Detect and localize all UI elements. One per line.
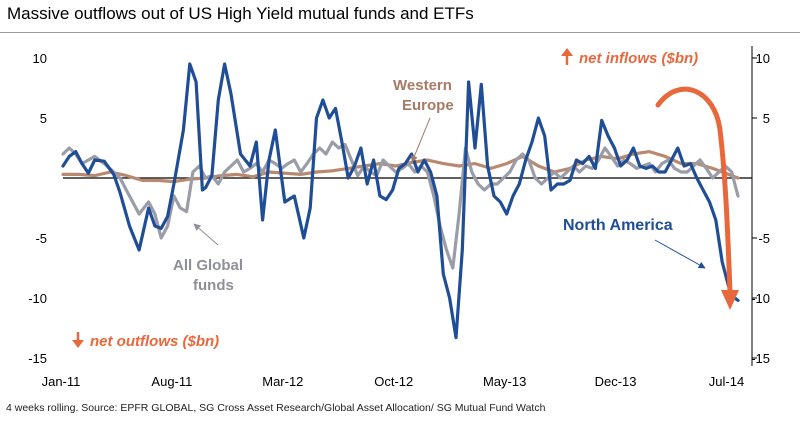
- series-line-all-global: [61, 140, 740, 270]
- down-arrow-icon: [72, 332, 84, 348]
- title-divider: [0, 32, 800, 33]
- y-tick-right: -10: [751, 291, 770, 306]
- y-tick-left: 10: [33, 51, 47, 66]
- north-america-label: North America: [563, 217, 673, 234]
- series-line-north-america: [61, 62, 740, 340]
- y-tick-right: 10: [756, 51, 770, 66]
- chart-title: Massive outflows out of US High Yield mu…: [7, 4, 474, 23]
- western-europe-label-line-1: Western: [393, 77, 452, 94]
- y-tick-left: -5: [35, 231, 47, 246]
- axes: 10 10 5 5 -5 -5 -10 -10 -15 -15 Jan-11 Aug-11 Mar-12…: [28, 46, 770, 389]
- y-tick-right: 5: [763, 111, 770, 126]
- y-tick-left: -15: [28, 351, 47, 366]
- y-tick-right: -5: [758, 231, 770, 246]
- y-tick-left: 5: [40, 111, 47, 126]
- up-arrow-icon: [561, 48, 573, 65]
- big-outflow-arrowhead-icon: [721, 290, 739, 310]
- north-america-label-pointer: [654, 239, 706, 269]
- all-global-label-pointer: [193, 223, 219, 246]
- western-europe-label-line-2: Europe: [402, 97, 454, 114]
- x-tick-label: Jan-11: [42, 374, 81, 389]
- big-outflow-arrow-icon: [655, 86, 733, 295]
- all-global-label-line-1: All Global: [173, 257, 243, 274]
- x-tick-label: May-13: [483, 374, 526, 389]
- x-tick-label: Dec-13: [595, 374, 637, 389]
- line-chart: 10 10 5 5 -5 -5 -10 -10 -15 -15 Jan-11 Aug-11 Mar-12…: [28, 46, 770, 389]
- net-inflows-label: net inflows ($bn): [579, 50, 698, 67]
- x-tick-label: Aug-11: [151, 374, 192, 389]
- western-europe-label-pointer: [411, 117, 431, 163]
- x-tick-label: Oct-12: [374, 374, 413, 389]
- y-tick-left: -10: [28, 291, 47, 306]
- series-lines: [61, 62, 740, 340]
- source-note: 4 weeks rolling. Source: EPFR GLOBAL, SG…: [6, 402, 546, 414]
- net-outflows-label: net outflows ($bn): [90, 333, 219, 350]
- all-global-label-line-2: funds: [193, 277, 234, 294]
- x-tick-label: Mar-12: [262, 374, 303, 389]
- x-tick-label: Jul-14: [709, 374, 744, 389]
- y-tick-right: -15: [751, 351, 770, 366]
